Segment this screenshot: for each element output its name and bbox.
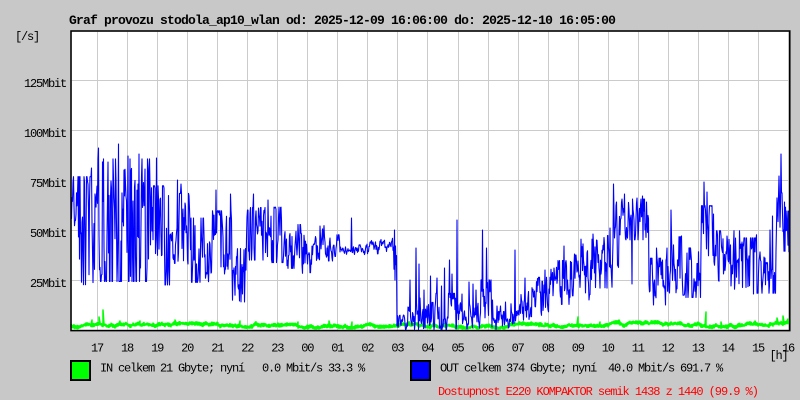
svg-text:25Mbit: 25Mbit	[30, 277, 66, 291]
svg-text:01: 01	[331, 342, 344, 356]
svg-text:04: 04	[421, 342, 434, 356]
svg-text:13: 13	[692, 342, 705, 356]
svg-text:15: 15	[752, 342, 765, 356]
svg-text:100Mbit: 100Mbit	[24, 127, 66, 141]
svg-text:21: 21	[211, 342, 224, 356]
svg-text:09: 09	[572, 342, 585, 356]
svg-text:05: 05	[451, 342, 464, 356]
svg-text:IN celkem 21 Gbyte; nyní 0.0: IN celkem 21 Gbyte; nyní 0.0 Mbit/s 33.3…	[100, 362, 366, 376]
svg-text:07: 07	[512, 342, 525, 356]
svg-text:17: 17	[91, 342, 104, 356]
svg-text:20: 20	[181, 342, 194, 356]
svg-text:16: 16	[782, 342, 795, 356]
svg-text:22: 22	[241, 342, 254, 356]
svg-text:18: 18	[121, 342, 134, 356]
svg-text:75Mbit: 75Mbit	[30, 177, 66, 191]
svg-text:19: 19	[151, 342, 164, 356]
svg-text:08: 08	[542, 342, 555, 356]
svg-text:10: 10	[602, 342, 615, 356]
svg-text:Graf provozu stodola_ap10_wlan: Graf provozu stodola_ap10_wlan od: 2025-…	[69, 13, 616, 28]
svg-text:00: 00	[301, 342, 314, 356]
svg-text:Dostupnost E220 KOMPAKTOR semi: Dostupnost E220 KOMPAKTOR semik 1438 z 1…	[438, 385, 758, 399]
svg-text:06: 06	[482, 342, 495, 356]
svg-text:11: 11	[632, 342, 645, 356]
svg-text:02: 02	[361, 342, 374, 356]
svg-text:23: 23	[271, 342, 284, 356]
svg-text:125Mbit: 125Mbit	[24, 77, 66, 91]
svg-text:03: 03	[391, 342, 404, 356]
svg-text:12: 12	[662, 342, 675, 356]
svg-text:14: 14	[722, 342, 735, 356]
svg-text:[/s]: [/s]	[15, 30, 39, 44]
svg-text:50Mbit: 50Mbit	[30, 227, 66, 241]
svg-text:[h]: [h]	[769, 349, 787, 363]
svg-text:OUT celkem 374 Gbyte; nyní 40: OUT celkem 374 Gbyte; nyní 40.0 Mbit/s 6…	[440, 362, 724, 376]
